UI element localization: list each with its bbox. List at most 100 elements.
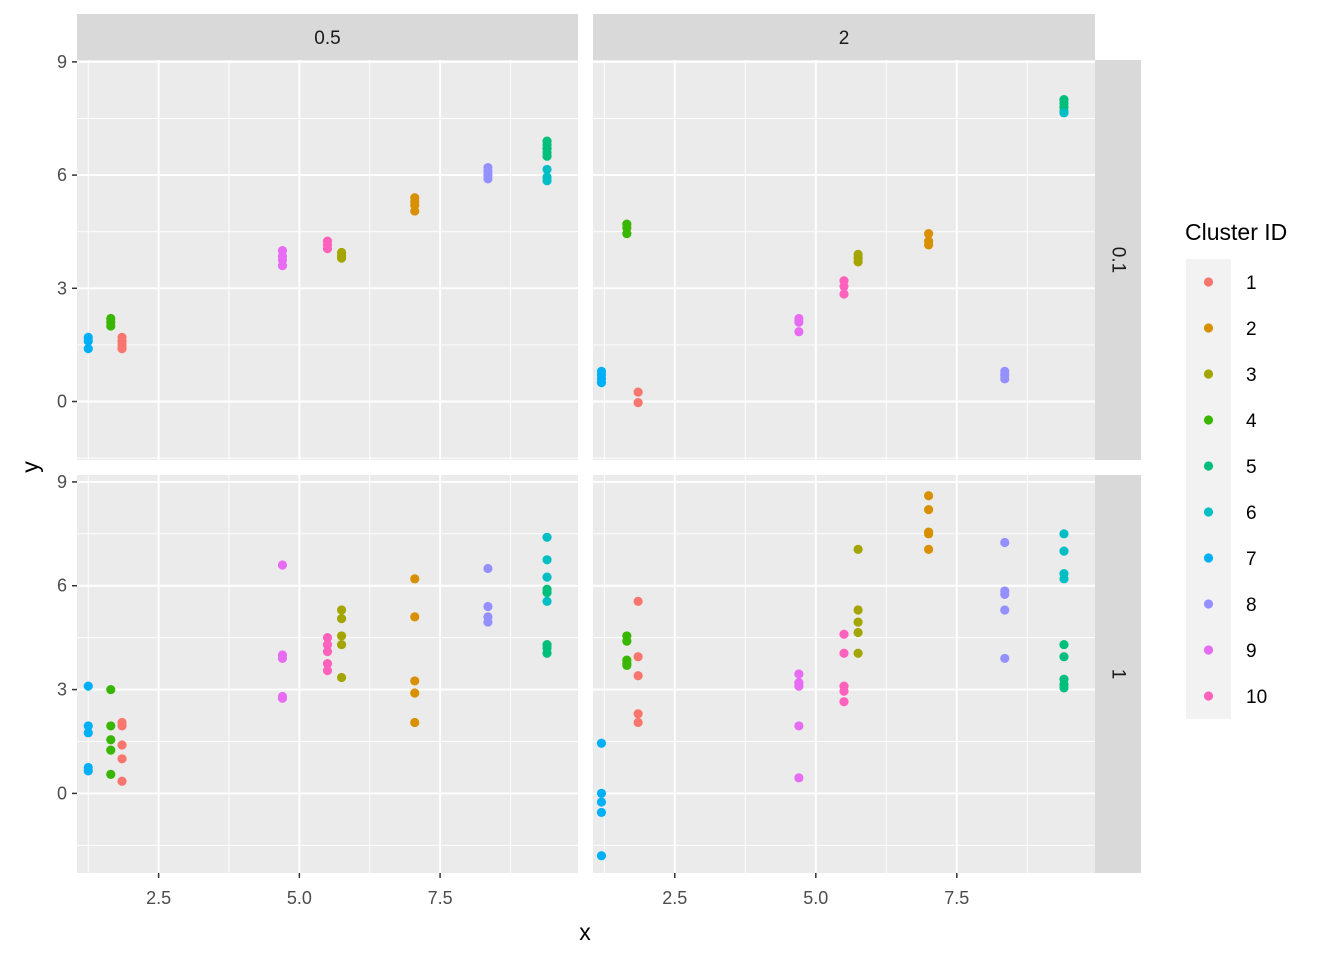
data-point bbox=[839, 289, 849, 299]
data-point bbox=[542, 555, 552, 565]
data-point bbox=[633, 652, 643, 662]
panel-points bbox=[596, 491, 1069, 861]
data-point bbox=[1059, 639, 1069, 650]
legend-key bbox=[1203, 691, 1214, 701]
data-point bbox=[117, 721, 127, 731]
data-point bbox=[794, 681, 804, 691]
panel-points bbox=[83, 136, 552, 354]
y-tick-label: 6 bbox=[57, 576, 67, 596]
row-strip-label: 1 bbox=[1108, 669, 1129, 680]
data-point bbox=[322, 646, 333, 657]
legend-label: 8 bbox=[1246, 595, 1257, 616]
data-point bbox=[410, 574, 420, 584]
data-point bbox=[410, 688, 420, 698]
data-point bbox=[106, 769, 116, 779]
data-point bbox=[410, 206, 420, 216]
panel bbox=[593, 475, 1095, 873]
data-point bbox=[106, 745, 116, 755]
y-axis-title: y bbox=[17, 461, 43, 473]
data-point bbox=[542, 176, 552, 186]
data-point bbox=[1059, 529, 1069, 539]
data-point bbox=[633, 671, 643, 681]
legend: Cluster ID 1 2 3 4 5 6 7 8 9 10 bbox=[1185, 219, 1287, 719]
data-point bbox=[633, 596, 643, 606]
data-point bbox=[83, 766, 93, 776]
data-point bbox=[1000, 374, 1010, 384]
data-point bbox=[1059, 108, 1069, 118]
column-strip-label: 2 bbox=[839, 28, 850, 49]
legend-label: 2 bbox=[1246, 319, 1257, 340]
column-strip bbox=[593, 14, 1095, 60]
legend-key bbox=[1203, 599, 1214, 609]
data-point bbox=[633, 717, 643, 728]
data-point bbox=[794, 317, 804, 327]
data-point bbox=[1059, 546, 1069, 556]
legend-key bbox=[1203, 507, 1214, 517]
x-tick-label: 5.0 bbox=[803, 888, 828, 908]
y-tick-label: 0 bbox=[57, 392, 67, 412]
y-tick-label: 0 bbox=[57, 783, 67, 803]
x-tick-label: 7.5 bbox=[428, 888, 453, 908]
panel bbox=[77, 60, 578, 460]
panel-points bbox=[596, 95, 1069, 408]
data-point bbox=[106, 321, 116, 331]
data-point bbox=[839, 697, 849, 707]
legend-key bbox=[1203, 323, 1214, 333]
data-point bbox=[106, 684, 116, 695]
data-point bbox=[924, 228, 934, 239]
y-tick-label: 9 bbox=[57, 472, 67, 492]
row-strip-label: 0.1 bbox=[1108, 247, 1129, 273]
data-point bbox=[277, 693, 288, 703]
x-tick-label: 2.5 bbox=[662, 888, 687, 908]
data-point bbox=[853, 627, 863, 638]
legend-label: 5 bbox=[1246, 457, 1257, 478]
panel-points bbox=[83, 532, 552, 786]
data-point bbox=[1059, 652, 1069, 662]
data-point bbox=[336, 253, 347, 263]
data-point bbox=[83, 681, 93, 691]
data-point bbox=[336, 639, 347, 650]
data-point bbox=[336, 672, 347, 683]
data-point bbox=[117, 344, 127, 354]
data-point bbox=[322, 665, 333, 676]
data-point bbox=[853, 617, 863, 627]
data-point bbox=[794, 327, 804, 337]
x-tick-label: 7.5 bbox=[944, 888, 969, 908]
data-point bbox=[410, 717, 420, 728]
data-point bbox=[1000, 537, 1010, 548]
legend-label: 10 bbox=[1246, 687, 1267, 708]
data-point bbox=[1059, 683, 1069, 693]
data-point bbox=[83, 728, 93, 738]
data-point bbox=[106, 721, 116, 731]
x-tick-label: 5.0 bbox=[287, 888, 312, 908]
panel-background bbox=[593, 475, 1095, 873]
data-point bbox=[633, 709, 643, 719]
y-tick-label: 6 bbox=[57, 165, 67, 185]
data-point bbox=[542, 151, 552, 161]
data-point bbox=[117, 740, 127, 750]
data-point bbox=[483, 617, 493, 627]
legend-key bbox=[1203, 415, 1214, 425]
legend-key-background bbox=[1186, 259, 1231, 719]
data-point bbox=[336, 614, 347, 624]
data-point bbox=[794, 721, 804, 731]
data-point bbox=[853, 544, 863, 555]
data-point bbox=[336, 631, 347, 641]
data-point bbox=[924, 491, 934, 501]
data-point bbox=[277, 653, 288, 664]
data-point bbox=[322, 244, 333, 254]
y-tick-label: 3 bbox=[57, 680, 67, 700]
legend-label: 6 bbox=[1246, 503, 1257, 524]
data-point bbox=[1000, 653, 1010, 664]
data-point bbox=[410, 676, 420, 686]
data-point bbox=[839, 686, 849, 696]
column-strip bbox=[77, 14, 578, 60]
data-point bbox=[924, 529, 934, 539]
row-strip bbox=[1095, 60, 1141, 460]
legend-key bbox=[1203, 369, 1214, 379]
data-point bbox=[322, 633, 333, 643]
data-point bbox=[1059, 574, 1069, 584]
legend-label: 9 bbox=[1246, 641, 1257, 662]
data-point bbox=[924, 544, 934, 555]
